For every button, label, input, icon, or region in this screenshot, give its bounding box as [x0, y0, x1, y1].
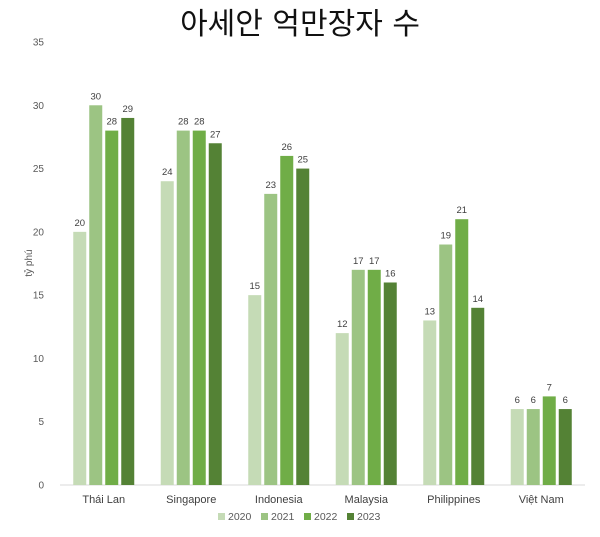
- chart-title: 아세안 억만장자 수: [180, 7, 420, 42]
- legend-label: 2023: [357, 511, 381, 523]
- bar: [176, 130, 190, 485]
- data-label: 21: [456, 205, 467, 216]
- y-tick-label: 25: [33, 164, 45, 175]
- data-labels: 20 30 28 29 24 28 28 27 15 23 26 25 12 17 17 16 13 19 21 14…: [74, 91, 567, 406]
- data-label: 17: [353, 256, 364, 267]
- y-tick-label: 0: [38, 481, 44, 492]
- y-tick-label: 15: [33, 291, 45, 302]
- data-label: 27: [210, 129, 221, 140]
- data-label: 13: [424, 306, 435, 317]
- bar: [335, 333, 349, 485]
- bar: [89, 105, 103, 486]
- legend-label: 2020: [228, 511, 252, 523]
- legend-swatch: [261, 513, 268, 520]
- legend-swatch: [347, 513, 354, 520]
- bar: [351, 269, 365, 485]
- bar: [367, 269, 381, 485]
- data-label: 14: [472, 294, 483, 305]
- legend-swatch: [304, 513, 311, 520]
- data-label: 30: [90, 91, 101, 102]
- x-category-label: Singapore: [166, 494, 216, 506]
- bar: [208, 143, 222, 485]
- data-label: 23: [265, 180, 276, 191]
- bar: [192, 130, 206, 485]
- data-label: 24: [162, 167, 173, 178]
- bar: [558, 409, 572, 485]
- y-tick-label: 35: [33, 38, 45, 49]
- y-axis-ticks: 0 5 10 15 20 25 30 35: [33, 38, 45, 492]
- data-label: 28: [178, 117, 189, 128]
- data-label: 6: [531, 395, 536, 406]
- bar: [248, 295, 262, 485]
- data-label: 19: [440, 231, 451, 242]
- data-label: 26: [281, 142, 292, 153]
- bar: [296, 168, 310, 486]
- legend-swatch: [218, 513, 225, 520]
- y-tick-label: 20: [33, 227, 45, 238]
- data-label: 28: [194, 117, 205, 128]
- data-label: 17: [369, 256, 380, 267]
- y-tick-label: 5: [38, 417, 44, 428]
- data-label: 12: [337, 319, 348, 330]
- bar: [439, 244, 453, 485]
- x-category-label: Việt Nam: [519, 494, 564, 506]
- y-tick-label: 30: [33, 101, 45, 112]
- bar: [383, 282, 397, 485]
- data-label: 29: [122, 104, 133, 115]
- y-tick-label: 10: [33, 354, 45, 365]
- data-label: 6: [563, 395, 568, 406]
- y-axis-label: tỷ phú: [23, 249, 35, 276]
- x-category-label: Malaysia: [345, 494, 389, 506]
- bar: [526, 409, 540, 485]
- x-category-label: Philippines: [427, 494, 481, 506]
- data-label: 6: [515, 395, 520, 406]
- bar: [280, 155, 294, 485]
- bar: [510, 409, 524, 485]
- bar: [542, 396, 556, 485]
- bar: [105, 130, 119, 485]
- x-category-label: Indonesia: [255, 494, 304, 506]
- bar: [455, 219, 469, 485]
- bar: [73, 231, 87, 485]
- legend-label: 2021: [271, 511, 295, 523]
- data-label: 20: [74, 218, 85, 229]
- bar: [471, 307, 485, 485]
- legend-label: 2022: [314, 511, 338, 523]
- data-label: 25: [297, 155, 308, 166]
- bar: [121, 117, 135, 485]
- data-label: 7: [547, 382, 552, 393]
- bar: [264, 193, 278, 485]
- legend: 2020 2021 2022 2023: [218, 511, 381, 523]
- bar: [160, 181, 174, 485]
- data-label: 16: [385, 268, 396, 279]
- x-category-label: Thái Lan: [82, 494, 125, 506]
- bars: [73, 105, 572, 486]
- bar: [423, 320, 437, 485]
- data-label: 15: [249, 281, 260, 292]
- x-axis-categories: Thái Lan Singapore Indonesia Malaysia Philip…: [82, 494, 563, 506]
- data-label: 28: [106, 117, 117, 128]
